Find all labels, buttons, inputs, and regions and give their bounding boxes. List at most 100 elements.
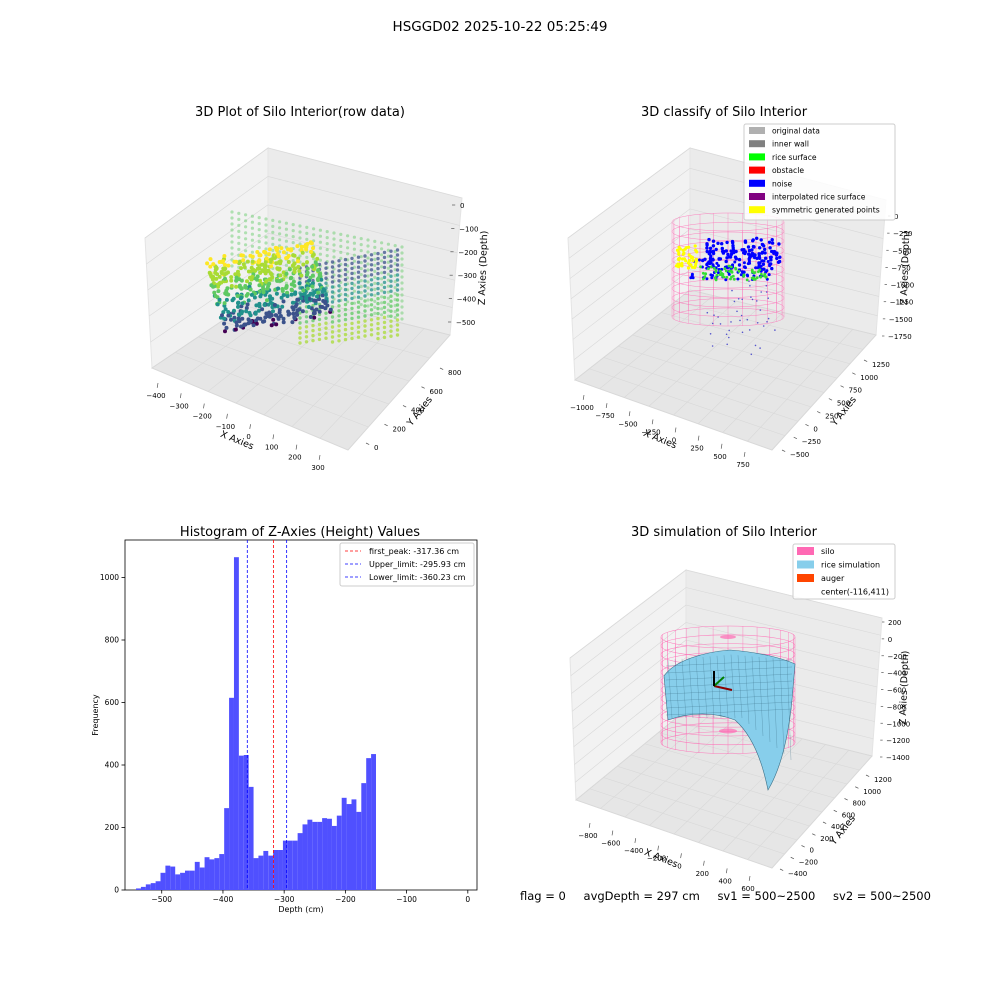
scattered-point (759, 347, 761, 349)
raw-point (376, 261, 380, 266)
raw-point (239, 311, 244, 316)
raw-point (264, 235, 268, 239)
histogram-legend: first_peak: -317.36 cm Upper_limit: -295.… (339, 542, 475, 587)
raw-point (337, 324, 341, 328)
raw-point (298, 311, 302, 315)
raw-point (304, 320, 309, 324)
cls-y-tick-label: 250 (825, 412, 838, 420)
scattered-point (726, 343, 728, 346)
raw-point (306, 305, 311, 309)
histogram-legend-label: Lower_limit: -360.23 cm (369, 573, 466, 582)
raw-point (376, 256, 380, 261)
scattered-point (756, 300, 758, 302)
sim-y-tick-mark (855, 786, 859, 789)
raw-y-tick-mark (421, 386, 425, 389)
raw-point (352, 253, 356, 257)
raw-point (366, 292, 370, 296)
histogram-bar (165, 865, 171, 891)
raw-point (309, 249, 313, 254)
raw-point (224, 297, 229, 302)
raw-point (248, 319, 253, 324)
noise-point (767, 273, 771, 277)
raw-point (376, 276, 380, 281)
raw-point (395, 333, 400, 337)
raw-point (382, 260, 387, 265)
raw-point (236, 269, 240, 274)
raw-point (363, 274, 367, 278)
rice-mesh-line (665, 659, 793, 667)
raw-point (311, 328, 315, 333)
raw-point (298, 254, 302, 258)
raw-point (299, 273, 304, 278)
raw-point (291, 311, 296, 316)
rice-mesh-line (723, 655, 729, 719)
noise-point (778, 255, 782, 259)
raw-point (350, 316, 354, 321)
raw-floor-gridline (151, 367, 349, 451)
raw-point (250, 214, 254, 218)
raw-point (386, 266, 390, 270)
histogram-bar (136, 888, 141, 890)
raw-point (311, 246, 315, 251)
rice-surface-point (757, 270, 760, 274)
raw-point (279, 295, 284, 300)
raw-point (324, 276, 328, 280)
raw-point (366, 274, 370, 278)
raw-point (243, 285, 248, 290)
raw-point (305, 286, 310, 291)
raw-point (356, 330, 361, 334)
raw-point (267, 277, 272, 282)
cls-z-tick-label: −1750 (888, 333, 912, 341)
raw-x-tick-label: −300 (170, 402, 189, 410)
raw-point (289, 292, 294, 297)
rice-surface-point (763, 272, 767, 276)
raw-point (230, 222, 234, 226)
raw-point (237, 235, 241, 239)
raw-point (246, 269, 251, 274)
raw-point (330, 275, 335, 279)
cls-z-tick-label: −750 (891, 264, 910, 272)
raw-point (386, 260, 390, 264)
raw-point (279, 246, 284, 251)
raw-point (310, 281, 315, 286)
noise-point (716, 271, 720, 275)
raw-point (237, 284, 242, 289)
scattered-point (719, 323, 722, 325)
raw-point (332, 231, 336, 235)
scattered-point (731, 289, 733, 292)
cls-x-tick-label: 250 (690, 445, 703, 453)
cls-x-tick-mark (674, 427, 677, 433)
raw-y-tick-mark (384, 423, 388, 427)
raw-point (350, 276, 354, 281)
raw-point (254, 303, 259, 308)
noise-point (715, 261, 719, 265)
raw-point (343, 322, 348, 327)
raw-point (281, 320, 286, 325)
raw-point (359, 255, 363, 259)
raw-point (290, 320, 295, 325)
raw-point (305, 266, 310, 271)
raw-point (332, 255, 336, 259)
raw-point (382, 280, 387, 285)
raw-point (281, 293, 286, 297)
raw-x-tick-label: −200 (193, 413, 212, 421)
raw-point (323, 292, 328, 297)
raw-x-tick-mark (179, 393, 182, 399)
raw-point (369, 328, 374, 332)
raw-point (386, 284, 390, 288)
raw-point (389, 249, 393, 253)
raw-point (311, 318, 315, 323)
raw-point (380, 307, 384, 311)
cls-y-tick-label: −500 (790, 451, 809, 459)
raw-point (325, 242, 329, 246)
raw-point (389, 304, 393, 308)
raw-x-tick-mark (156, 382, 159, 388)
raw-point (232, 308, 236, 313)
raw-point (230, 234, 234, 238)
cls-back-gridline (689, 228, 881, 278)
scattered-point (767, 297, 769, 300)
raw-point (373, 305, 377, 309)
raw-point (244, 249, 248, 253)
raw-point (252, 295, 257, 300)
raw-point (241, 253, 245, 258)
